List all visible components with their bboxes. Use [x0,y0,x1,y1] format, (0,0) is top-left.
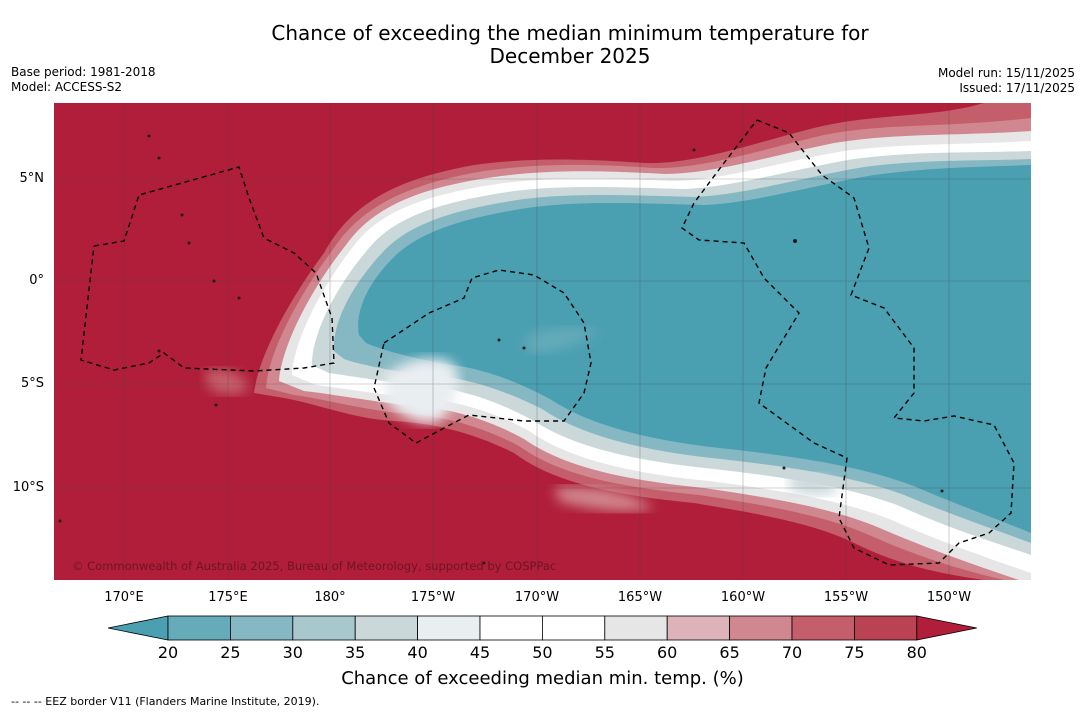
model-name: Model: ACCESS-S2 [11,80,123,94]
island [692,148,696,152]
colorbar-label: Chance of exceeding median min. temp. (%… [341,668,744,689]
island [482,561,486,565]
colorbar-extend-low [107,615,169,641]
map-svg: © Commonwealth of Australia 2025, Bureau… [54,103,1031,580]
colorbar-segment [541,615,606,641]
lon-label-170w: 170°W [514,590,560,605]
colorbar-extend-high [916,615,977,641]
colorbar-tick-label: 30 [282,643,303,662]
colorbar-segment [354,615,418,641]
eez-borders [80,119,1015,566]
lon-label-175e: 175°E [208,590,248,605]
island [157,156,161,160]
patch-light-2 [384,358,459,423]
eez-border-central [373,269,592,444]
colorbar-segment [292,615,356,641]
eez-border-west [80,166,335,372]
map-area: © Commonwealth of Australia 2025, Bureau… [54,103,1031,580]
patch-light-1 [524,327,599,353]
island [793,239,797,243]
lon-label-155w: 155°W [823,590,869,605]
colorbar-segment [791,615,855,641]
colorbar-tick-label: 65 [719,643,740,662]
colorbar-segment [604,615,668,641]
colorbar-segments [107,615,977,641]
colorbar-tick-label: 40 [407,643,428,662]
colorbar-tick-label: 45 [469,643,491,662]
lat-label-0: 0° [29,273,44,288]
meta-right: Model run: 15/11/2025 Issued: 17/11/2025 [938,66,1075,96]
patch-warm-1 [204,368,249,395]
colorbar-segment [230,615,294,641]
colorbar-tick-label: 35 [345,643,366,662]
island [940,489,944,493]
probability-field [204,103,1031,580]
colorbar-tick-label: 55 [594,643,615,662]
island [237,296,241,300]
colorbar-tick-label: 25 [220,643,241,662]
title-line-1: Chance of exceeding the median minimum t… [271,21,869,45]
lon-label-150w: 150°W [926,590,972,605]
eez-footnote: -- -- -- EEZ border V11 (Flanders Marine… [11,695,320,708]
island [157,349,161,353]
base-period: Base period: 1981-2018 [11,65,156,79]
island [497,338,501,342]
lat-label-5n: 5°N [19,171,45,186]
colorbar [107,615,977,641]
patch-warm-2 [554,486,654,511]
lon-label-175w: 175°W [410,590,456,605]
colorbar-tick-label: 70 [781,643,803,662]
island [180,213,184,217]
colorbar-tick-label: 50 [532,643,553,662]
model-run: Model run: 15/11/2025 [937,66,1075,80]
island [522,346,526,350]
colorbar-segment [854,615,918,641]
island [214,403,218,407]
colorbar-tick-label: 60 [657,643,678,662]
island [212,279,216,283]
colorbar-tick-label: 20 [157,643,179,662]
island [187,241,191,245]
colorbar-segment [666,615,731,641]
island [782,466,786,470]
colorbar-segment [417,615,481,641]
map-credit: © Commonwealth of Australia 2025, Bureau… [72,559,556,573]
colorbar-segment [167,615,231,641]
islands [58,134,944,565]
eez-border-east-north [681,119,1015,566]
lat-label-5s: 5°S [20,376,44,391]
title-line-2: December 2025 [489,44,651,68]
colorbar-tick-label: 80 [906,643,927,662]
island [58,519,62,523]
patch-light-3 [789,473,839,495]
colorbar-segment [479,615,543,641]
lat-label-10s: 10°S [12,480,44,495]
lon-label-160w: 160°W [720,590,766,605]
island [147,134,151,138]
chart-title: Chance of exceeding the median minimum t… [140,22,1000,68]
gridlines [54,103,1031,580]
lon-label-165w: 165°W [617,590,663,605]
colorbar-tick-label: 75 [844,643,865,662]
issued-date: Issued: 17/11/2025 [959,81,1075,95]
lon-label-180: 180° [314,590,346,605]
meta-left: Base period: 1981-2018 Model: ACCESS-S2 [11,65,156,95]
band-20 [358,165,1031,533]
lon-label-170e: 170°E [104,590,144,605]
colorbar-segment [729,615,793,641]
